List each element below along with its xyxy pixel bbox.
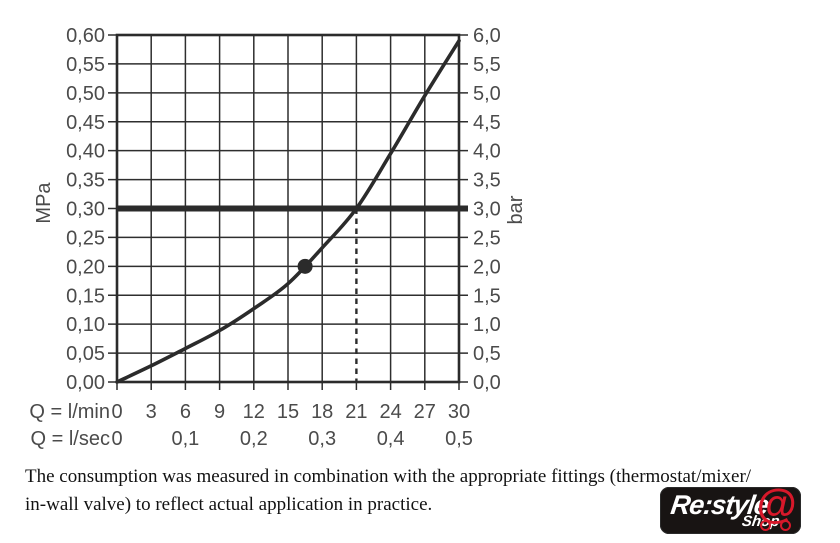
y-tick-label-mpa: 0,10 xyxy=(66,314,105,336)
y-tick-label-mpa: 0,40 xyxy=(66,141,105,163)
flow-pressure-chart: 0,000,050,100,150,200,250,300,350,400,45… xyxy=(29,25,527,450)
x-tick-label-lmin: 0 xyxy=(111,401,122,423)
x-axis-prefix-lmin: Q = l/min xyxy=(29,401,110,423)
y-tick-label-mpa: 0,15 xyxy=(66,285,105,307)
x-tick-label-lsec: 0 xyxy=(111,428,122,450)
y-tick-label-bar: 2,5 xyxy=(473,227,501,249)
at-cart-icon: @ xyxy=(756,481,796,527)
x-tick-label-lsec: 0,4 xyxy=(377,428,405,450)
y-tick-label-mpa: 0,00 xyxy=(66,372,105,394)
y-tick-label-bar: 4,5 xyxy=(473,112,501,134)
y-axis-unit-right: bar xyxy=(505,195,527,224)
x-tick-label-lsec: 0,5 xyxy=(445,428,473,450)
y-tick-label-mpa: 0,35 xyxy=(66,170,105,192)
y-tick-label-bar: 1,5 xyxy=(473,285,501,307)
x-tick-label-lsec: 0,1 xyxy=(171,428,199,450)
x-tick-label-lsec: 0,2 xyxy=(240,428,268,450)
x-tick-label-lmin: 3 xyxy=(146,401,157,423)
x-tick-label-lsec: 0,3 xyxy=(308,428,336,450)
y-tick-label-mpa: 0,30 xyxy=(66,199,105,221)
flow-pressure-curve xyxy=(115,39,461,384)
y-tick-label-bar: 5,0 xyxy=(473,83,501,105)
y-axis-unit-left: MPa xyxy=(33,182,55,224)
caption-line-1: The consumption was measured in combinat… xyxy=(25,466,752,487)
cart-wheel-icon xyxy=(760,520,771,531)
y-tick-label-bar: 2,0 xyxy=(473,256,501,278)
y-tick-label-bar: 3,0 xyxy=(473,199,501,221)
y-tick-label-bar: 0,5 xyxy=(473,343,501,365)
x-tick-label-lmin: 18 xyxy=(311,401,333,423)
y-tick-label-mpa: 0,20 xyxy=(66,256,105,278)
x-tick-label-lmin: 6 xyxy=(180,401,191,423)
y-tick-label-mpa: 0,05 xyxy=(66,343,105,365)
caption: The consumption was measured in combinat… xyxy=(25,463,817,519)
y-tick-label-bar: 0,0 xyxy=(473,372,501,394)
x-axis-prefix-lsec: Q = l/sec xyxy=(31,428,110,450)
x-tick-label-lmin: 9 xyxy=(214,401,225,423)
x-tick-label-lmin: 30 xyxy=(448,401,470,423)
y-tick-label-bar: 5,5 xyxy=(473,54,501,76)
caption-line-2: in-wall valve) to reflect actual applica… xyxy=(25,494,433,515)
y-tick-label-bar: 4,0 xyxy=(473,141,501,163)
x-tick-label-lmin: 27 xyxy=(414,401,436,423)
y-tick-label-mpa: 0,60 xyxy=(66,25,105,47)
x-tick-label-lmin: 15 xyxy=(277,401,299,423)
y-tick-label-bar: 1,0 xyxy=(473,314,501,336)
x-tick-label-lmin: 24 xyxy=(379,401,401,423)
x-tick-label-lmin: 21 xyxy=(345,401,367,423)
restyle-shop-logo: Re:style Shop @ xyxy=(660,481,801,534)
y-tick-label-mpa: 0,50 xyxy=(66,83,105,105)
y-tick-label-mpa: 0,45 xyxy=(66,112,105,134)
y-tick-label-mpa: 0,55 xyxy=(66,54,105,76)
curve-marker-dot xyxy=(297,258,313,274)
x-tick-label-lmin: 12 xyxy=(243,401,265,423)
y-tick-label-bar: 6,0 xyxy=(473,25,501,47)
y-tick-label-mpa: 0,25 xyxy=(66,227,105,249)
cart-wheel-icon xyxy=(780,520,791,531)
y-tick-label-bar: 3,5 xyxy=(473,170,501,192)
